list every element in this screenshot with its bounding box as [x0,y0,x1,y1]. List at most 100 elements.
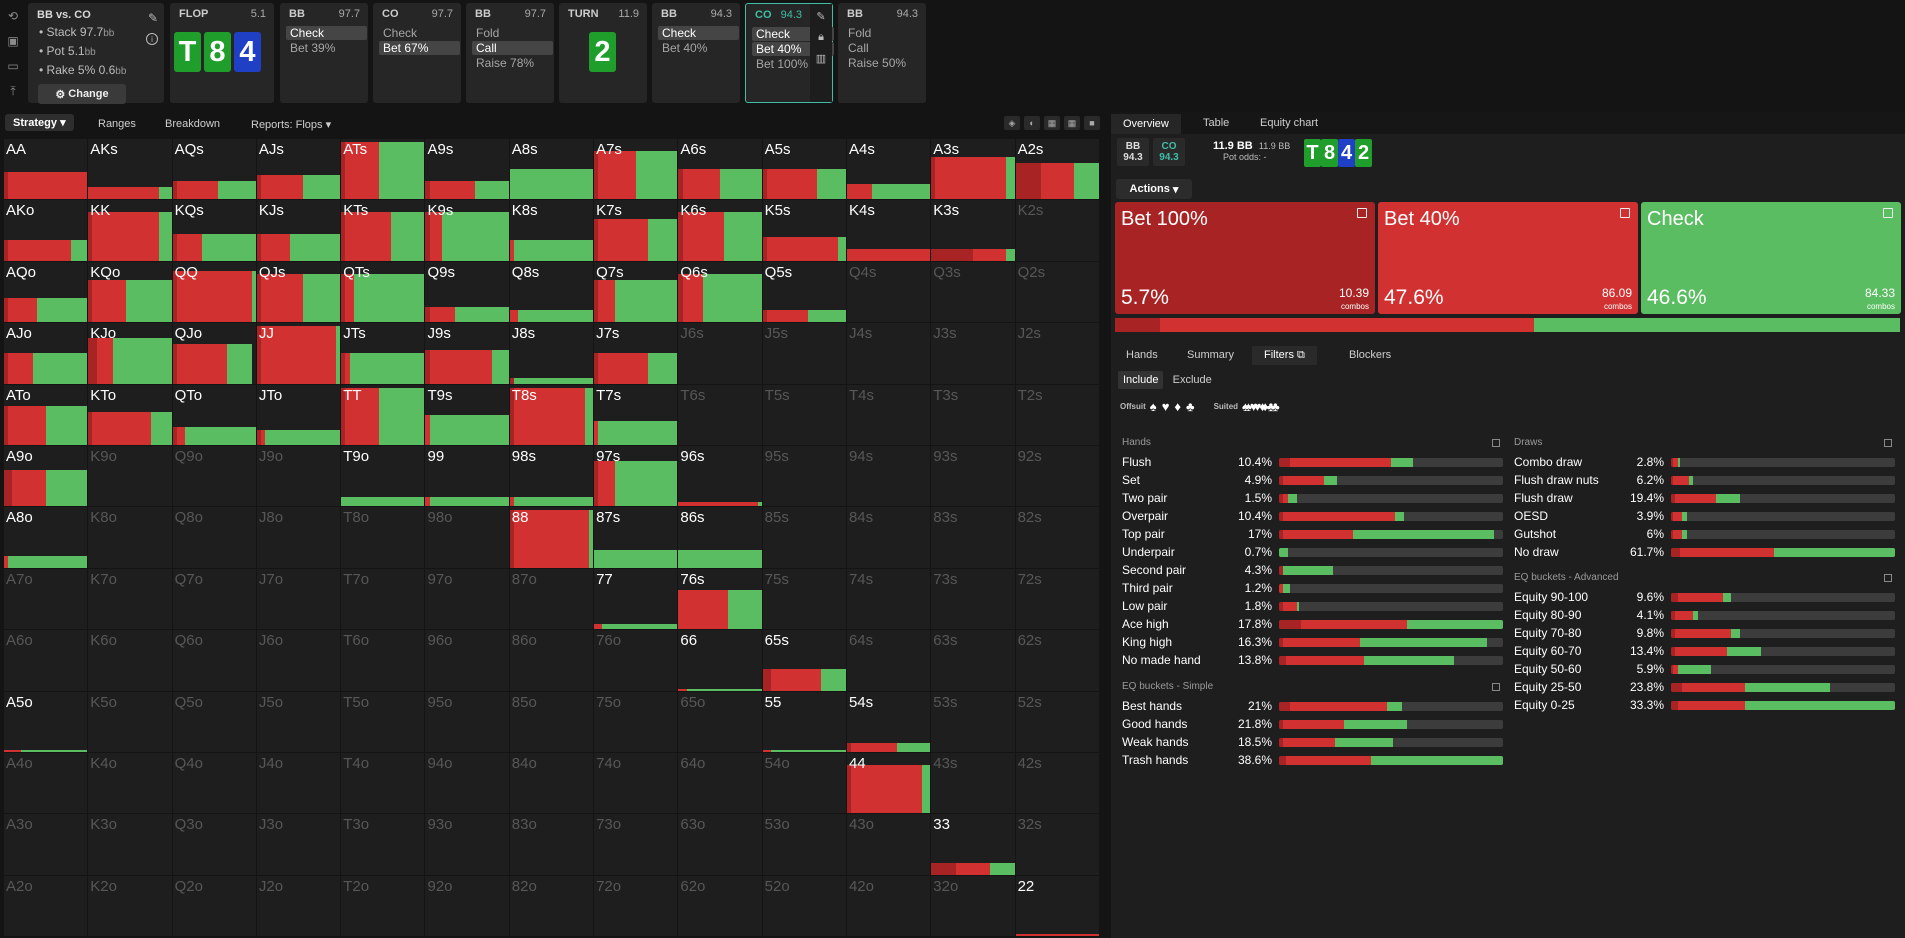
hand-cell[interactable]: Q2s [1015,261,1100,324]
hand-cell[interactable]: Q9s [425,261,510,324]
hand-cell[interactable]: K8o [88,507,173,569]
stat-row[interactable]: Trash hands 38.6% [1122,753,1272,768]
history-action[interactable]: Fold [848,26,872,40]
contrast-icon[interactable]: ◐ [1024,116,1040,130]
stat-row[interactable]: Top pair 17% [1122,527,1272,542]
hand-cell[interactable]: 66 [678,630,763,692]
hand-cell[interactable]: T2o [341,875,426,938]
hand-cell[interactable]: 97s [594,445,679,508]
history-box[interactable]: TURN 11.9 2 [559,3,647,103]
hand-cell[interactable]: QQ [172,261,257,324]
suited-filter-icon[interactable]: ♣♣ [1266,399,1280,414]
hand-cell[interactable]: K6s [678,200,763,262]
hand-cell[interactable]: K4s [846,200,932,262]
grid-icon[interactable]: ▦ [1064,116,1080,130]
hand-cell[interactable]: ATs [341,139,426,201]
hand-cell[interactable]: 96o [425,630,510,692]
hand-cell[interactable]: 65o [678,691,763,753]
hand-cell[interactable]: AJs [256,139,342,201]
pencil-icon[interactable]: ✎ [147,11,158,25]
hand-cell[interactable]: Q3o [172,814,257,876]
hand-cell[interactable]: QTs [341,261,426,324]
history-action[interactable]: Call [848,41,869,55]
tab-summary[interactable]: Summary [1187,349,1235,361]
history-action[interactable]: Raise 78% [476,56,535,70]
hand-cell[interactable]: J5o [256,691,342,753]
hand-cell[interactable]: J2o [256,875,342,938]
stat-row[interactable]: Low pair 1.8% [1122,599,1272,614]
hand-cell[interactable]: KQs [172,200,257,262]
hand-cell[interactable]: A2o [4,875,89,938]
history-box[interactable]: BB 94.3 Fold Call Raise 50% [838,3,926,103]
hand-cell[interactable]: K2o [88,875,173,938]
stat-row[interactable]: Flush 10.4% [1122,455,1272,470]
hand-cell[interactable]: 96s [678,445,763,508]
hand-cell[interactable]: 77 [594,568,679,631]
expand-icon[interactable] [1883,208,1893,218]
hand-cell[interactable]: K7s [594,200,679,262]
stat-row[interactable]: Overpair 10.4% [1122,509,1272,524]
stat-row[interactable]: Flush draw nuts 6.2% [1514,473,1664,488]
hand-cell[interactable]: J8o [256,507,342,569]
stat-row[interactable]: Ace high 17.8% [1122,617,1272,632]
hand-cell[interactable]: 86o [509,630,595,692]
tab-filters[interactable]: Filters ⧉ [1252,346,1317,365]
hand-cell[interactable]: 63s [931,630,1016,692]
hand-cell[interactable]: J7s [594,323,679,385]
hand-cell[interactable]: J8s [509,323,595,385]
tab-breakdown[interactable]: Breakdown [165,118,221,130]
hand-cell[interactable]: Q6o [172,630,257,692]
stat-row[interactable]: Good hands 21.8% [1122,717,1272,732]
hand-cell[interactable]: 32s [1015,814,1100,876]
hand-cell[interactable]: J6o [256,630,342,692]
hand-cell[interactable]: 75o [594,691,679,753]
hand-cell[interactable]: T6s [678,384,763,446]
stat-row[interactable]: Equity 0-25 33.3% [1514,698,1664,713]
columns-icon[interactable]: ▥ [815,53,827,65]
hand-cell[interactable]: 42o [846,875,932,938]
stat-row[interactable]: Flush draw 19.4% [1514,491,1664,506]
hand-cell[interactable]: TT [341,384,426,446]
hand-cell[interactable]: 72o [594,875,679,938]
hand-cell[interactable]: A7o [4,568,89,631]
hand-cell[interactable]: T7o [341,568,426,631]
hand-cell[interactable]: 65s [762,630,847,692]
suit-filter-icon[interactable]: ♠ [1149,399,1157,414]
tab-reports[interactable]: Reports: Flops ▾ [251,119,332,131]
hand-cell[interactable]: QJs [256,261,342,324]
hand-cell[interactable]: K2s [1015,200,1100,262]
hand-cell[interactable]: AA [4,139,89,201]
hand-cell[interactable]: AKs [88,139,173,201]
collapse-icon[interactable] [1492,683,1500,691]
hand-cell[interactable]: KTs [341,200,426,262]
hand-cell[interactable]: 54o [762,752,847,815]
refresh-icon[interactable]: ⟲ [7,9,19,23]
hand-cell[interactable]: 76s [678,568,763,631]
stat-row[interactable]: King high 16.3% [1122,635,1272,650]
hand-cell[interactable]: 94o [425,752,510,815]
hand-cell[interactable]: 93o [425,814,510,876]
hand-cell[interactable]: 62s [1015,630,1100,692]
hand-cell[interactable]: T8s [509,384,595,446]
hand-cell[interactable]: 33 [931,814,1016,876]
action-box[interactable]: Check 46.6% 84.33 combos [1641,202,1901,314]
stat-row[interactable]: Weak hands 18.5% [1122,735,1272,750]
stat-row[interactable]: Third pair 1.2% [1122,581,1272,596]
hand-cell[interactable]: T3s [931,384,1016,446]
hand-cell[interactable]: KJo [88,323,173,385]
hand-cell[interactable]: Q5s [762,261,847,324]
hand-cell[interactable]: K3o [88,814,173,876]
tab-hands[interactable]: Hands [1126,349,1158,361]
hand-cell[interactable]: A7s [594,139,679,201]
hand-cell[interactable]: 83s [931,507,1016,569]
actions-dropdown[interactable]: Actions ▾ [1116,179,1192,199]
cube-icon[interactable]: ◈ [1004,116,1020,130]
hand-cell[interactable]: 64s [846,630,932,692]
stat-row[interactable]: No made hand 13.8% [1122,653,1272,668]
hand-cell[interactable]: A3o [4,814,89,876]
expand-icon[interactable] [1620,208,1630,218]
hand-cell[interactable]: Q7o [172,568,257,631]
suit-filter-icon[interactable]: ♣ [1186,399,1195,414]
suit-filter-icon[interactable]: ♥ [1161,399,1170,414]
hand-cell[interactable]: 76o [594,630,679,692]
